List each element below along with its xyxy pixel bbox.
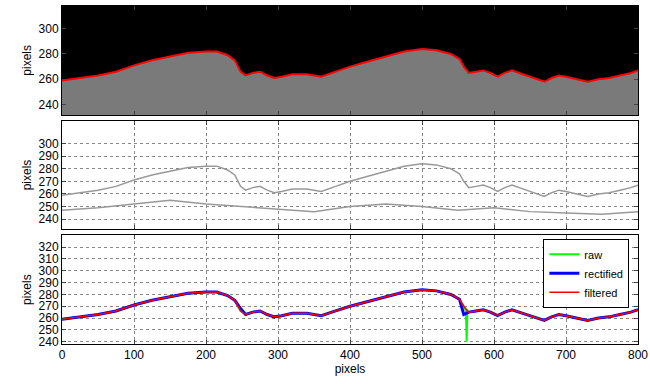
- svg-text:700: 700: [556, 348, 576, 362]
- svg-text:240: 240: [39, 212, 59, 226]
- svg-text:260: 260: [39, 187, 59, 201]
- svg-text:800: 800: [628, 348, 648, 362]
- svg-text:300: 300: [39, 137, 59, 151]
- svg-text:260: 260: [39, 72, 59, 86]
- svg-text:400: 400: [340, 348, 360, 362]
- svg-text:pixels: pixels: [20, 274, 34, 305]
- svg-text:290: 290: [39, 149, 59, 163]
- svg-text:200: 200: [196, 348, 216, 362]
- svg-text:290: 290: [39, 276, 59, 290]
- svg-text:240: 240: [39, 335, 59, 349]
- svg-text:240: 240: [39, 98, 59, 112]
- svg-text:300: 300: [268, 348, 288, 362]
- svg-text:310: 310: [39, 252, 59, 266]
- svg-text:pixels: pixels: [20, 160, 34, 191]
- svg-text:320: 320: [39, 240, 59, 254]
- svg-text:300: 300: [39, 22, 59, 36]
- svg-text:270: 270: [39, 299, 59, 313]
- svg-text:280: 280: [39, 162, 59, 176]
- svg-text:300: 300: [39, 264, 59, 278]
- svg-text:250: 250: [39, 200, 59, 214]
- svg-text:250: 250: [39, 323, 59, 337]
- svg-text:0: 0: [59, 348, 66, 362]
- svg-text:500: 500: [412, 348, 432, 362]
- svg-text:raw: raw: [584, 249, 602, 261]
- svg-text:filtered: filtered: [584, 287, 617, 299]
- svg-text:pixels: pixels: [335, 362, 366, 376]
- svg-text:100: 100: [124, 348, 144, 362]
- svg-text:270: 270: [39, 175, 59, 189]
- svg-text:280: 280: [39, 288, 59, 302]
- svg-text:600: 600: [484, 348, 504, 362]
- svg-text:260: 260: [39, 311, 59, 325]
- svg-text:280: 280: [39, 47, 59, 61]
- svg-text:rectified: rectified: [584, 268, 623, 280]
- svg-text:pixels: pixels: [20, 45, 34, 76]
